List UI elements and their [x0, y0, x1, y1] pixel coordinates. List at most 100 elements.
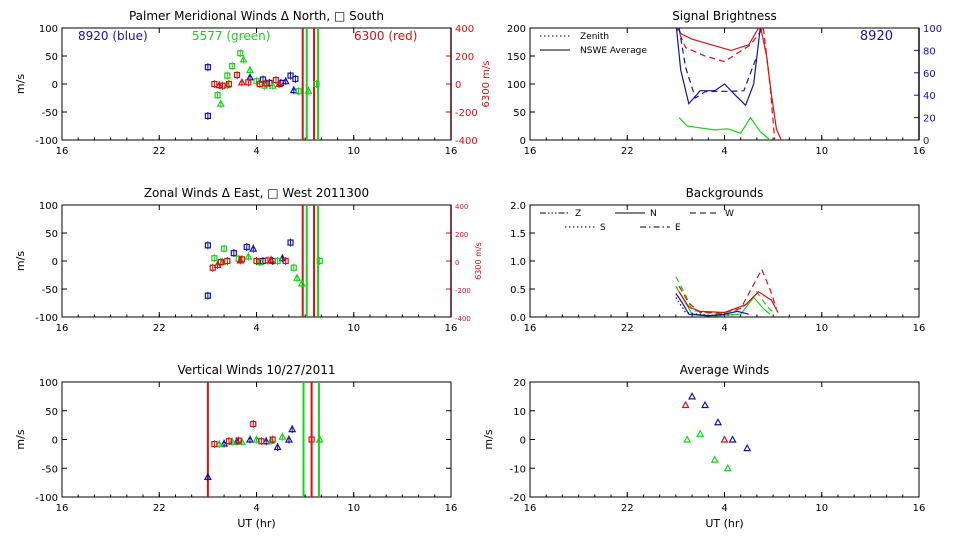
x-tick-label: 4 — [721, 503, 727, 514]
series-line-blue — [675, 28, 761, 107]
y-tick-label: 50 — [45, 407, 58, 418]
y-tick-label: 100 — [39, 378, 58, 389]
x-axis-label: UT (hr) — [237, 517, 275, 530]
legend-label: NSWE Average — [580, 46, 647, 56]
x-tick-label: 4 — [253, 503, 259, 514]
y-axis-label: m/s — [482, 429, 495, 449]
y-tick-label: 0 — [52, 80, 58, 91]
x-tick-label: 16 — [913, 323, 926, 334]
right-axis-label: 6300 m/s — [481, 61, 492, 108]
x-tick-label: 10 — [347, 323, 360, 334]
legend-label: Z — [575, 209, 581, 219]
right-y-tick-label: 0 — [455, 80, 461, 91]
point-triangle-blue — [714, 417, 723, 426]
y-tick-label: 10 — [513, 407, 526, 418]
y-tick-label: 200 — [507, 24, 526, 35]
y-tick-label: -100 — [35, 493, 58, 504]
legend-label: W — [725, 209, 734, 219]
y-tick-label: -100 — [35, 136, 58, 147]
right-y-tick-label: 0 — [455, 259, 459, 267]
y-tick-label: -20 — [510, 493, 526, 504]
y-tick-label: -100 — [35, 313, 58, 324]
y-tick-label: -50 — [42, 285, 58, 296]
y-tick-label: -10 — [510, 464, 526, 475]
legend-label: N — [650, 209, 657, 219]
x-tick-label: 16 — [56, 503, 69, 514]
y-tick-label: 100 — [39, 201, 58, 212]
point-triangle-green — [710, 455, 719, 463]
right-y-tick-label: -200 — [455, 287, 471, 295]
y-tick-label: 0 — [52, 257, 58, 268]
x-tick-label: 4 — [253, 146, 259, 157]
y-tick-label: 0.0 — [510, 313, 526, 324]
series-line-red — [760, 28, 782, 140]
annotation-label: 8920 — [860, 29, 893, 44]
right-y-tick-label: 400 — [455, 24, 474, 35]
x-tick-label: 16 — [913, 146, 926, 157]
right-axis-label: 6300 m/s — [474, 242, 483, 280]
point-triangle-blue — [743, 443, 752, 452]
chart-title: Signal Brightness — [672, 9, 777, 23]
point-triangle-red — [720, 435, 729, 443]
series-line-red — [676, 28, 764, 63]
x-tick-label: 22 — [621, 146, 634, 157]
point-triangle-green — [683, 435, 692, 443]
plot-frame — [61, 204, 452, 318]
x-tick-label: 10 — [347, 146, 360, 157]
plot-frame — [529, 204, 920, 318]
chart-title: Backgrounds — [686, 186, 764, 200]
x-tick-label: 16 — [913, 503, 926, 514]
x-tick-label: 10 — [815, 503, 828, 514]
x-tick-label: 16 — [445, 503, 458, 514]
y-tick-label: 0 — [520, 136, 526, 147]
x-tick-label: 10 — [347, 503, 360, 514]
right-y-tick-label: 400 — [455, 203, 468, 211]
y-tick-label: 1.0 — [510, 257, 526, 268]
y-tick-label: -50 — [42, 464, 58, 475]
series-line-red — [762, 28, 776, 140]
x-tick-label: 16 — [445, 323, 458, 334]
right-y-tick-label: 20 — [923, 114, 936, 125]
y-tick-label: 0 — [520, 436, 526, 447]
x-tick-label: 16 — [524, 503, 537, 514]
right-y-tick-label: 40 — [923, 91, 936, 102]
series-line-blue — [678, 28, 758, 99]
x-tick-label: 22 — [153, 503, 166, 514]
y-tick-label: 0 — [52, 436, 58, 447]
plot-frame — [61, 381, 452, 498]
plot-frame — [61, 27, 452, 141]
series-line-red — [677, 28, 760, 52]
x-tick-label: 16 — [445, 146, 458, 157]
series-line-green — [675, 285, 771, 317]
point-triangle-green — [723, 463, 732, 472]
chart-average: Average Winds 16 22 4 10 16 UT (hr) -20 -10 0 10 20… — [482, 363, 925, 530]
x-tick-label: 22 — [153, 146, 166, 157]
point-triangle-blue — [728, 435, 737, 443]
legend-label: S — [600, 223, 606, 233]
right-y-tick-label: 200 — [455, 52, 474, 63]
series-line-red — [678, 268, 777, 314]
right-y-tick-label: 200 — [455, 231, 468, 239]
x-tick-label: 16 — [524, 323, 537, 334]
y-axis-label: m/s — [14, 251, 27, 271]
point-triangle-red — [681, 400, 690, 409]
annotation-label: 8920 (blue) — [78, 29, 148, 43]
x-tick-label: 22 — [621, 503, 634, 514]
chart-meridional: Palmer Meridional Winds Δ North, □ South… — [14, 9, 492, 157]
chart-vertical: Vertical Winds 10/27/2011 16 22 4 10 16 UT (hr… — [14, 363, 457, 530]
x-tick-label: 16 — [524, 146, 537, 157]
point-triangle-blue — [701, 400, 710, 409]
point-triangle-green — [696, 429, 705, 437]
y-tick-label: 50 — [513, 108, 526, 119]
y-tick-label: -50 — [42, 108, 58, 119]
right-y-tick-label: -400 — [455, 136, 478, 147]
chart-title: Average Winds — [680, 363, 770, 377]
x-tick-label: 4 — [253, 323, 259, 334]
right-y-tick-label: 80 — [923, 46, 936, 57]
right-y-tick-label: 60 — [923, 69, 936, 80]
x-tick-label: 4 — [721, 146, 727, 157]
right-y-tick-label: -200 — [455, 108, 478, 119]
